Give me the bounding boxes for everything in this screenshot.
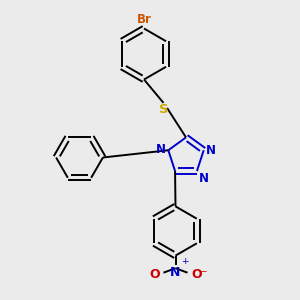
Text: N: N [170, 266, 181, 279]
Text: S: S [159, 103, 168, 116]
Text: N: N [198, 172, 208, 184]
Text: N: N [156, 143, 166, 156]
Text: +: + [181, 257, 188, 266]
Text: O: O [149, 268, 160, 281]
Text: O: O [191, 268, 202, 281]
Text: N: N [206, 144, 216, 157]
Text: −: − [200, 267, 207, 276]
Text: Br: Br [136, 13, 152, 26]
